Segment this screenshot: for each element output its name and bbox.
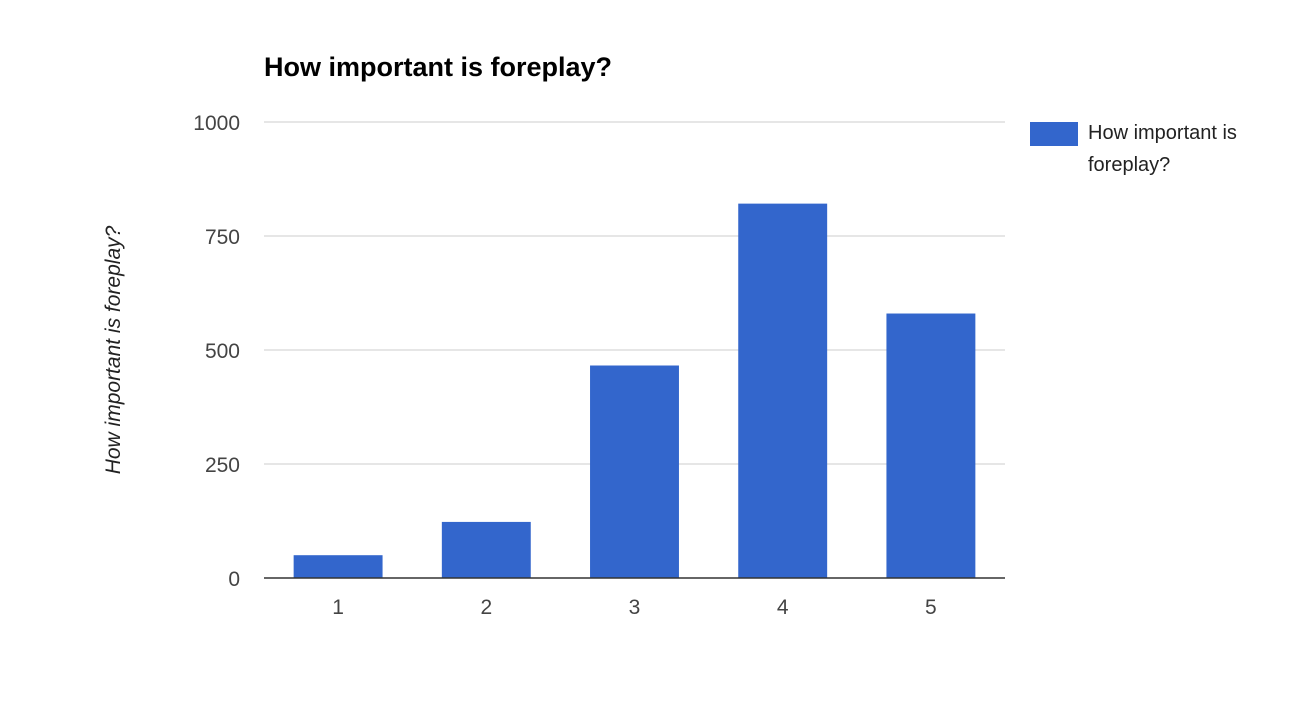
chart-title: How important is foreplay?	[264, 52, 613, 82]
bar-3	[590, 365, 679, 578]
y-tick-label: 750	[205, 226, 240, 249]
y-tick-label: 250	[205, 454, 240, 477]
bar-4	[738, 203, 828, 578]
bar-1	[293, 555, 383, 578]
bar-2	[441, 521, 531, 578]
y-tick-label: 0	[228, 568, 240, 591]
x-tick-label: 3	[629, 596, 641, 619]
bar-5	[886, 313, 976, 578]
legend-label: How important is foreplay?	[1088, 122, 1237, 176]
legend-swatch	[1030, 122, 1078, 146]
x-tick-label: 2	[480, 596, 492, 619]
x-tick-label: 5	[925, 596, 937, 619]
x-tick-label: 4	[777, 596, 789, 619]
y-tick-label: 500	[205, 340, 240, 363]
y-axis-label: How important is foreplay?	[102, 225, 125, 474]
y-tick-label: 1000	[193, 112, 240, 135]
x-tick-label: 1	[332, 596, 344, 619]
